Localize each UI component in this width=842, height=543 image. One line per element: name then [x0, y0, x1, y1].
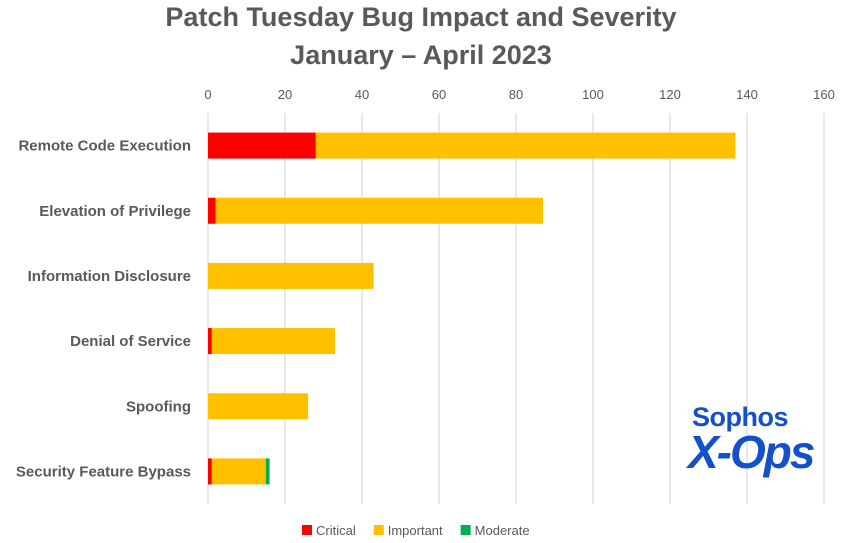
bar-important — [315, 132, 736, 159]
x-tick-label: 40 — [355, 87, 369, 102]
bar-critical — [208, 197, 216, 224]
category-label: Spoofing — [126, 398, 191, 415]
bar-critical — [208, 458, 212, 485]
legend-label: Moderate — [475, 523, 530, 538]
bar-important — [215, 197, 543, 224]
bar-important — [211, 328, 336, 355]
category-label: Security Feature Bypass — [16, 463, 191, 480]
category-label: Elevation of Privilege — [39, 203, 191, 220]
x-tick-label: 20 — [278, 87, 292, 102]
chart-title: Patch Tuesday Bug Impact and Severity — [165, 2, 677, 32]
logo-line2: X-Ops — [688, 426, 815, 478]
legend-swatch — [373, 525, 384, 535]
x-tick-label: 80 — [509, 87, 523, 102]
x-tick-label: 100 — [582, 87, 604, 102]
category-label: Information Disclosure — [28, 268, 191, 285]
legend-label: Critical — [316, 523, 356, 538]
chart-subtitle: January – April 2023 — [290, 40, 552, 70]
legend-label: Important — [388, 523, 443, 538]
bar-critical — [208, 132, 316, 159]
x-tick-label: 160 — [813, 87, 835, 102]
x-tick-label: 60 — [432, 87, 446, 102]
x-tick-label: 140 — [736, 87, 758, 102]
bar-important — [208, 262, 374, 289]
bar-moderate — [265, 458, 270, 485]
category-label: Denial of Service — [70, 333, 191, 350]
x-tick-label: 120 — [659, 87, 681, 102]
bar-important — [211, 458, 266, 485]
legend-swatch — [302, 525, 312, 535]
x-tick-label: 0 — [204, 87, 211, 102]
legend-swatch — [460, 525, 471, 535]
bar-critical — [208, 328, 212, 355]
sophos-xops-logo: Sophos X-Ops — [688, 402, 815, 479]
category-label: Remote Code Execution — [18, 138, 191, 155]
bar-important — [208, 393, 309, 420]
logo-line1: Sophos — [692, 402, 789, 432]
